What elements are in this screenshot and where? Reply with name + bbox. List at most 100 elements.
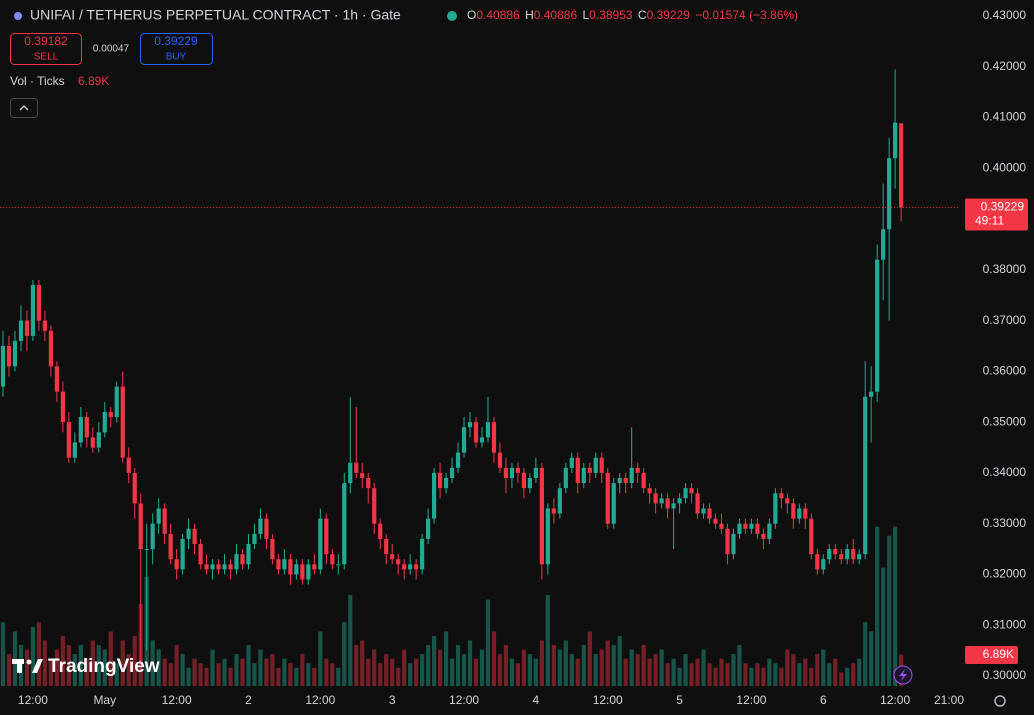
volume-bar: [749, 667, 754, 686]
candle-body: [551, 508, 556, 514]
volume-bar: [42, 640, 48, 686]
candle-body: [539, 467, 544, 565]
candle-body: [90, 437, 95, 448]
last-price-label: 0.39229: [981, 200, 1025, 214]
candle-body: [396, 559, 401, 565]
candle-body: [431, 472, 437, 519]
volume-bar: [869, 631, 874, 686]
logo-shape: [32, 659, 43, 673]
y-tick-label: 0.33000: [983, 516, 1027, 530]
volume-bar: [797, 663, 802, 686]
volume-bar: [695, 658, 700, 686]
y-tick-label: 0.31000: [983, 617, 1027, 631]
candle-body: [665, 498, 670, 509]
candle-body: [491, 422, 497, 453]
candle-body: [198, 544, 203, 565]
x-tick-label: 12:00: [449, 693, 479, 707]
candle-body: [102, 412, 107, 433]
volume-bar: [234, 654, 239, 686]
candle-body: [72, 442, 77, 458]
volume-bar: [78, 645, 83, 686]
volume-bar: [845, 667, 850, 686]
buy-button[interactable]: [140, 33, 213, 65]
volume-bar: [318, 631, 323, 686]
market-status[interactable]: [447, 11, 457, 21]
volume-bar: [743, 663, 748, 686]
symbol-title: UNIFAI / TETHERUS PERPETUAL CONTRACT · 1…: [30, 7, 401, 23]
volume-bar: [833, 658, 838, 686]
candle-body: [300, 564, 305, 580]
candle-body: [647, 488, 652, 494]
candle-body: [264, 518, 269, 539]
volume-bar: [821, 649, 826, 686]
candle-body: [150, 523, 155, 550]
spread: 0.00047: [93, 44, 130, 55]
candle-body: [324, 518, 329, 555]
x-tick-label: 12:00: [162, 693, 192, 707]
volume-bar: [827, 663, 832, 686]
candle-body: [30, 285, 36, 336]
volume-bar: [503, 645, 509, 686]
x-tick-label: 12:00: [880, 693, 910, 707]
candle-body: [192, 528, 197, 544]
x-tick-label: May: [93, 693, 116, 707]
candle-body: [899, 123, 904, 208]
candle-body: [461, 427, 467, 453]
candle-body: [635, 467, 640, 473]
volume-bar: [36, 622, 42, 686]
y-tick-label: 0.35000: [983, 414, 1027, 428]
x-tick-label: 12:00: [305, 693, 335, 707]
volume-bar: [461, 654, 467, 686]
candle-body: [737, 523, 742, 534]
candle-body: [258, 518, 263, 534]
candle-body: [479, 437, 485, 443]
candle-body: [66, 422, 71, 458]
candle-body: [629, 467, 634, 484]
candle-body: [449, 467, 455, 478]
volume-bar: [294, 667, 299, 686]
candle-body: [887, 158, 892, 230]
volume-bar: [473, 658, 479, 686]
candle-body: [282, 559, 287, 570]
candle-body: [485, 422, 491, 438]
volume-bar: [629, 649, 634, 686]
candle-body: [575, 457, 580, 484]
sell-button[interactable]: [10, 33, 82, 65]
volume-bar: [6, 654, 12, 686]
volume-bar: [24, 649, 30, 686]
candle-body: [108, 412, 113, 418]
volume-bar: [378, 663, 383, 686]
candle-body: [593, 457, 598, 473]
volume-bar: [479, 649, 485, 686]
candle-body: [378, 523, 383, 539]
volume-bar: [881, 567, 886, 686]
candle-body: [761, 533, 766, 539]
candle-body: [96, 432, 101, 448]
candle-body: [749, 523, 754, 529]
volume-bar: [174, 645, 179, 686]
candle-body: [671, 503, 676, 509]
candle-body: [515, 467, 521, 473]
volume-bar: [156, 649, 161, 686]
candle-body: [563, 467, 568, 489]
candle-body: [845, 549, 850, 560]
candle-body: [114, 386, 119, 418]
volume-bar: [599, 649, 604, 686]
volume-bar: [126, 654, 131, 686]
candle-body: [48, 330, 53, 367]
settings-icon[interactable]: [994, 695, 1006, 707]
candle-body: [641, 472, 646, 489]
candle-body: [833, 549, 838, 555]
volume-bar: [222, 658, 227, 686]
collapse-button[interactable]: [10, 98, 38, 118]
ohlc-value: 0.40886: [534, 8, 578, 22]
candle-body: [222, 564, 227, 570]
candle-body: [707, 508, 712, 519]
candle-body: [521, 472, 527, 489]
candle-body: [228, 564, 233, 570]
candle-body: [384, 538, 389, 555]
candle-body: [875, 259, 880, 392]
volume-bar: [719, 658, 724, 686]
candle-body: [186, 528, 191, 539]
volume-bar: [617, 635, 622, 686]
